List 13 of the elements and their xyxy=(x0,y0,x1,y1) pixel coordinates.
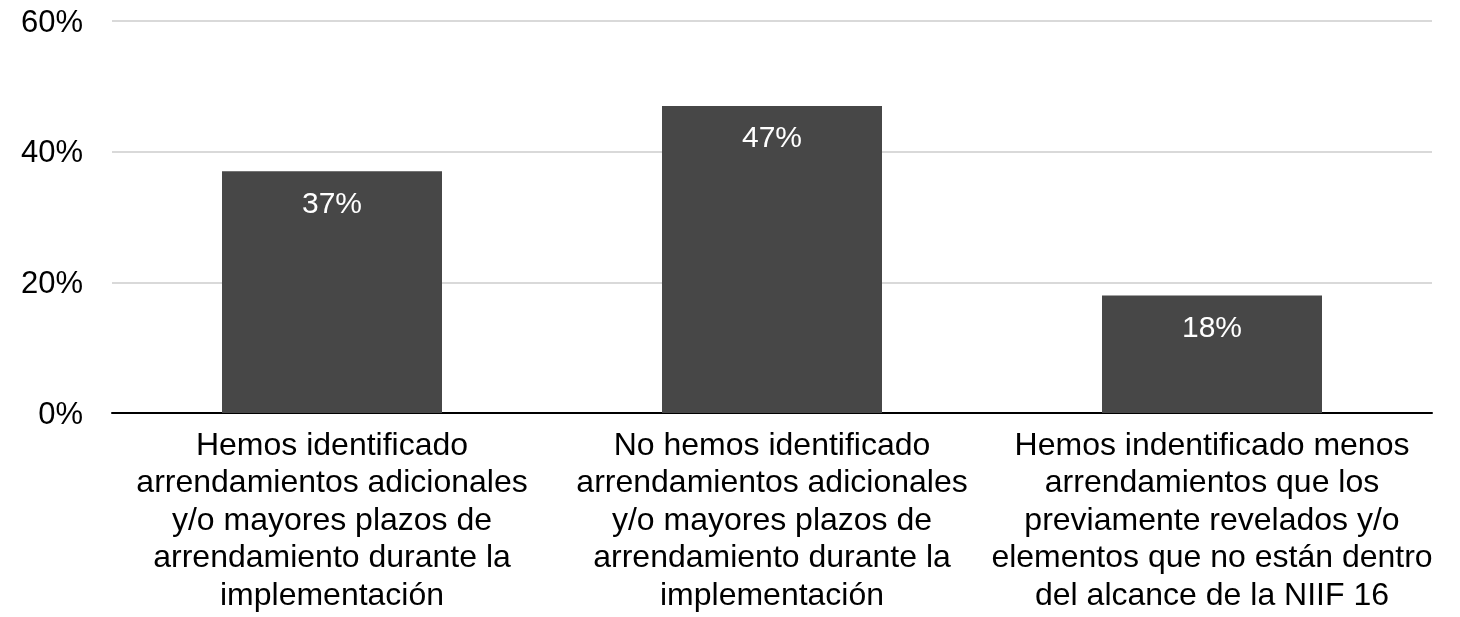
bar xyxy=(1102,295,1322,413)
bar xyxy=(222,171,442,413)
y-tick-label: 60% xyxy=(20,3,83,39)
bar xyxy=(662,105,882,413)
data-label: 18% xyxy=(1181,309,1243,343)
data-label: 37% xyxy=(301,185,363,219)
y-tick-label: 40% xyxy=(20,134,83,170)
x-tick-label: Hemos identificado arrendamientos adicionales y/o mayores plazos de arrendamiento durante la implementación xyxy=(136,425,528,612)
y-tick-label: 20% xyxy=(20,264,83,300)
x-tick-label: No hemos identificado arrendamientos adicionales y/o mayores plazos de arrendamiento durante la implementación xyxy=(576,425,968,612)
y-tick-label: 0% xyxy=(38,395,83,431)
data-label: 47% xyxy=(741,120,803,154)
x-tick-label: Hemos indentificado menos arrendamientos que los previamente revelados y/o elementos que no están dentro del alcance de la NIIF 16 xyxy=(991,425,1433,612)
